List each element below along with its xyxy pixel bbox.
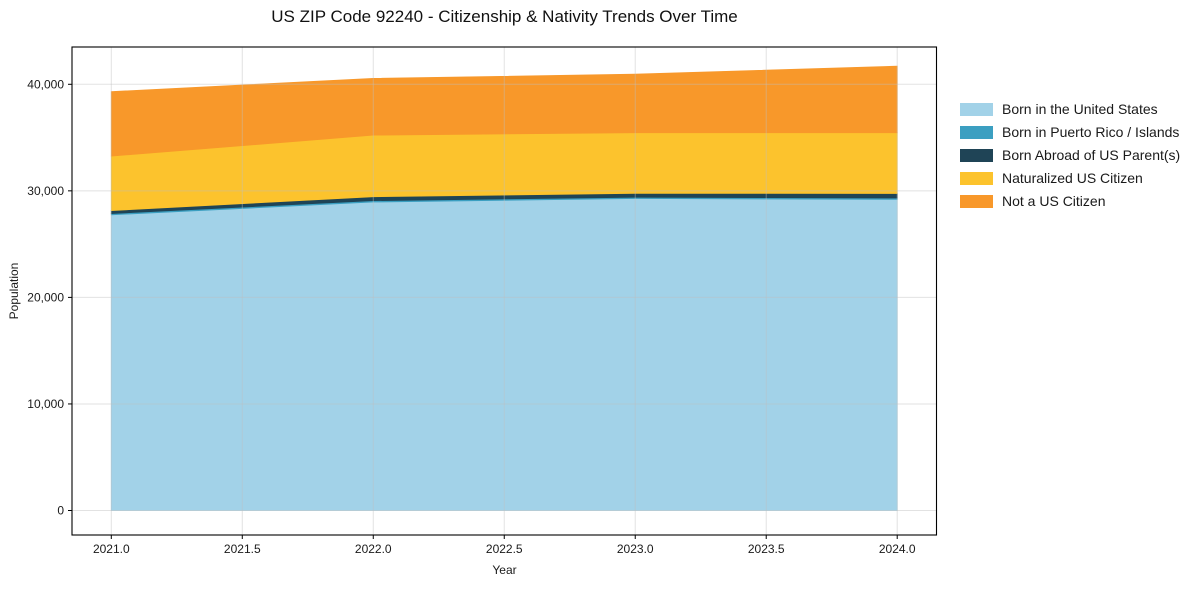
chart-title: US ZIP Code 92240 - Citizenship & Nativi… — [271, 7, 738, 26]
legend: Born in the United States Born in Puerto … — [960, 101, 1181, 209]
y-tick-label: 0 — [57, 503, 64, 517]
y-tick-label: 30,000 — [27, 184, 64, 198]
legend-item-1: Born in Puerto Rico / Islands — [960, 124, 1180, 140]
legend-swatch-icon — [960, 149, 993, 162]
x-axis-label: Year — [492, 563, 517, 577]
legend-item-0: Born in the United States — [960, 101, 1180, 117]
legend-swatch-icon — [960, 103, 993, 116]
area-series-4 — [110, 65, 898, 157]
legend-swatch-icon — [960, 195, 993, 208]
legend-label: Naturalized US Citizen — [1002, 170, 1143, 186]
x-tick-label: 2023.0 — [617, 542, 654, 556]
x-tick-label: 2024.0 — [879, 542, 916, 556]
legend-label: Born in Puerto Rico / Islands — [1002, 124, 1180, 140]
y-axis-label: Population — [7, 262, 21, 320]
y-tick-label: 40,000 — [27, 77, 64, 91]
legend-item-3: Naturalized US Citizen — [960, 170, 1180, 186]
legend-label: Born Abroad of US Parent(s) — [1002, 147, 1181, 163]
legend-item-4: Not a US Citizen — [960, 193, 1180, 209]
legend-swatch-icon — [960, 172, 993, 185]
x-tick-label: 2022.5 — [486, 542, 523, 556]
legend-label: Not a US Citizen — [1002, 193, 1106, 209]
legend-swatch-icon — [960, 126, 993, 139]
y-tick-label: 20,000 — [27, 290, 64, 304]
legend-item-2: Born Abroad of US Parent(s) — [960, 147, 1181, 163]
x-tick-label: 2023.5 — [748, 542, 785, 556]
y-tick-label: 10,000 — [27, 397, 64, 411]
legend-label: Born in the United States — [1002, 101, 1158, 117]
x-tick-label: 2021.5 — [224, 542, 261, 556]
x-tick-label: 2022.0 — [355, 542, 392, 556]
x-tick-label: 2021.0 — [93, 542, 130, 556]
